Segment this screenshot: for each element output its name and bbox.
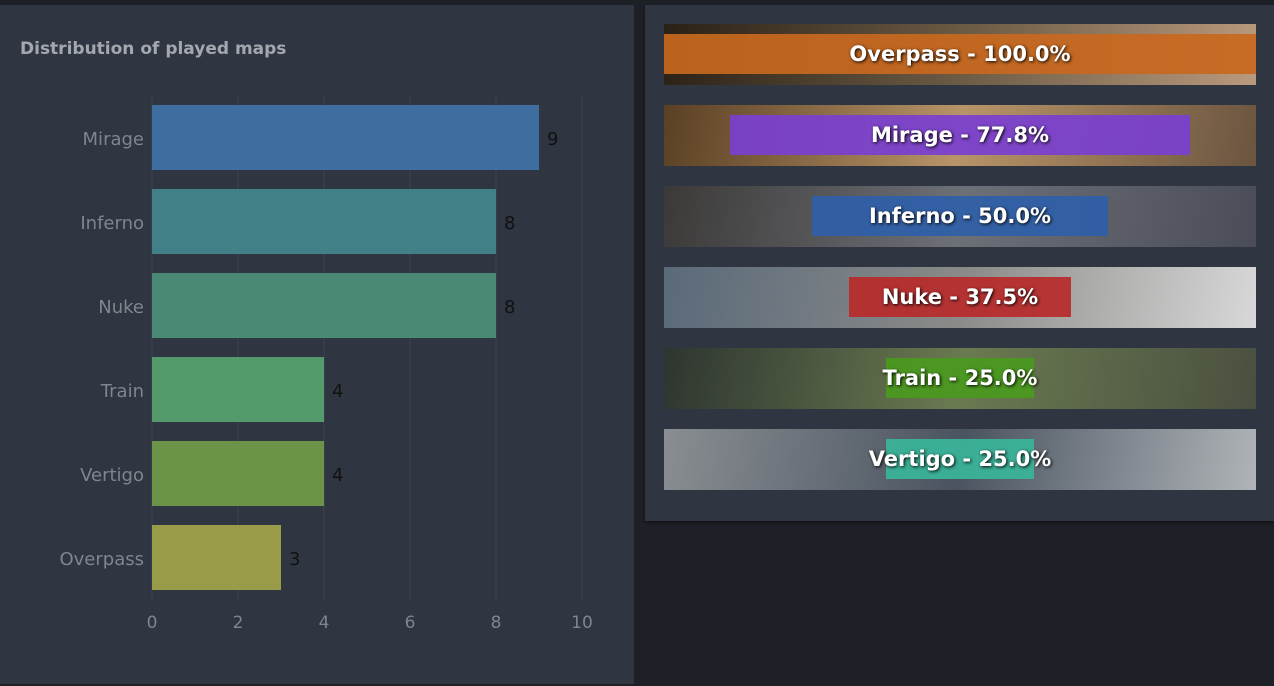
data-label: 3: [289, 549, 300, 570]
winrate-bar: [729, 115, 1191, 155]
bar-inferno: [152, 189, 496, 254]
bar-overpass: [152, 525, 281, 590]
bar-mirage: [152, 105, 539, 170]
map-winrate-card: Overpass - 100.0%: [664, 24, 1256, 85]
winrate-bar: [664, 34, 1256, 74]
map-winrate-card: Inferno - 50.0%: [664, 186, 1256, 247]
bar-chart: 0 2 4 6 8 10 Mirage 9 Inferno 8 Nuke 8 Train 4 Vertigo…: [59, 96, 593, 633]
y-tick-label: Vertigo: [80, 465, 144, 486]
data-label: 8: [504, 213, 515, 234]
map-winrate-panel: Overpass - 100.0% Mirage - 77.8% Inferno -…: [645, 5, 1274, 521]
winrate-bar: [886, 358, 1034, 398]
y-tick-label: Nuke: [98, 297, 144, 318]
winrate-label: Nuke - 37.5%: [881, 285, 1039, 309]
x-tick-label: 0: [147, 613, 158, 633]
y-tick-label: Train: [100, 381, 144, 402]
data-label: 8: [504, 297, 515, 318]
x-tick-label: 2: [233, 613, 244, 633]
winrate-label: Mirage - 77.8%: [870, 123, 1050, 147]
winrate-label: Overpass - 100.0%: [849, 42, 1071, 66]
data-label: 4: [332, 381, 343, 402]
chart-title: Distribution of played maps: [20, 39, 287, 59]
winrate-label: Vertigo - 25.0%: [868, 447, 1052, 471]
winrate-bar: [812, 196, 1108, 236]
y-tick-label: Mirage: [83, 129, 144, 150]
data-label: 4: [332, 465, 343, 486]
bar-train: [152, 357, 324, 422]
x-tick-label: 8: [491, 613, 502, 633]
winrate-label: Inferno - 50.0%: [868, 204, 1052, 228]
map-winrate-card: Nuke - 37.5%: [664, 267, 1256, 328]
winrate-label: Train - 25.0%: [882, 366, 1038, 390]
x-tick-label: 6: [405, 613, 416, 633]
data-label: 9: [547, 129, 558, 150]
x-tick-label: 4: [319, 613, 330, 633]
winrate-bar: [849, 277, 1071, 317]
map-winrate-card: Vertigo - 25.0%: [664, 429, 1256, 490]
y-tick-label: Overpass: [59, 549, 144, 570]
x-tick-label: 10: [571, 613, 593, 633]
map-winrate-card: Train - 25.0%: [664, 348, 1256, 409]
y-tick-label: Inferno: [80, 213, 144, 234]
bar-vertigo: [152, 441, 324, 506]
bar-nuke: [152, 273, 496, 338]
map-winrate-card: Mirage - 77.8%: [664, 105, 1256, 166]
winrate-bar: [886, 439, 1034, 479]
